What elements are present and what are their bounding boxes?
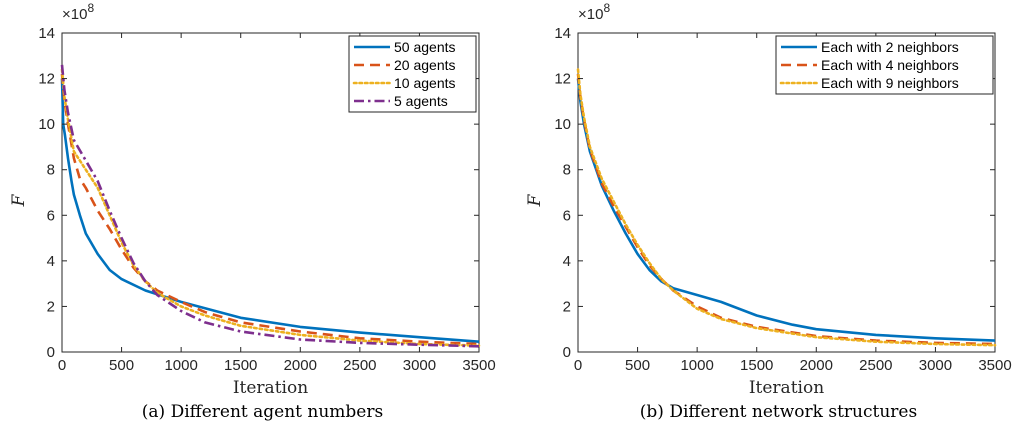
series-line-2 bbox=[60, 73, 480, 346]
x-tick-label: 0 bbox=[574, 357, 582, 374]
y-tick-label: 12 bbox=[38, 71, 55, 88]
legend-label-2: Each with 4 neighbors bbox=[821, 57, 959, 73]
x-tick-label: 500 bbox=[109, 357, 134, 374]
series-line-3 bbox=[60, 68, 481, 347]
x-tick-label: 3000 bbox=[919, 357, 952, 374]
chart-panel-b: 0 500 1000 1500 2000 2500 3000 3500 0 2 4 6 8 10 12 14 ×… bbox=[525, 1, 1012, 422]
series-line-4 bbox=[60, 64, 480, 348]
y-axis-label: F bbox=[525, 193, 545, 207]
series-line-1 bbox=[576, 78, 996, 342]
x-tick-label: 3500 bbox=[462, 357, 495, 374]
y-axis-label: F bbox=[9, 193, 29, 207]
legend: 50 agents 20 agents 10 agents 5 agents bbox=[348, 35, 477, 113]
x-tick-label: 1500 bbox=[224, 357, 257, 374]
legend-box bbox=[775, 35, 994, 95]
y-tick-label: 4 bbox=[47, 253, 55, 270]
chart-panel-a: 0 500 1000 1500 2000 2500 3000 3500 0 2 4 6 8 10 12 14 ×… bbox=[9, 1, 496, 422]
y-tick-label: 6 bbox=[563, 207, 571, 224]
chart-caption: (b) Different network structures bbox=[640, 402, 917, 422]
y-tick-label: 2 bbox=[47, 298, 55, 315]
x-tick-label: 3500 bbox=[978, 357, 1011, 374]
y-tick-label: 12 bbox=[554, 71, 571, 88]
y-exponent-base: ×10 bbox=[578, 6, 603, 23]
x-axis-label: Iteration bbox=[233, 378, 308, 398]
y-exponent-label: ×108 bbox=[578, 1, 610, 23]
y-tick-label: 14 bbox=[554, 25, 571, 42]
x-tick-label: 0 bbox=[58, 357, 66, 374]
y-tick-label: 8 bbox=[47, 162, 55, 179]
x-tick-label: 3000 bbox=[403, 357, 436, 374]
legend-label-4: 5 agents bbox=[394, 93, 448, 109]
y-tick-label: 4 bbox=[563, 253, 571, 270]
y-tick-label: 0 bbox=[563, 344, 571, 361]
x-tick-label: 1500 bbox=[740, 357, 773, 374]
y-tick-label: 10 bbox=[554, 116, 571, 133]
legend-label-1: 50 agents bbox=[394, 39, 456, 55]
x-tick-label: 500 bbox=[625, 357, 650, 374]
x-axis-label: Iteration bbox=[749, 378, 824, 398]
y-tick-label: 6 bbox=[47, 207, 55, 224]
chart-caption: (a) Different agent numbers bbox=[142, 402, 383, 422]
y-exponent-power: 8 bbox=[603, 1, 610, 15]
legend-label-1: Each with 2 neighbors bbox=[821, 39, 959, 55]
y-tick-label: 0 bbox=[47, 344, 55, 361]
x-tick-label: 1000 bbox=[680, 357, 713, 374]
y-tick-label: 2 bbox=[563, 298, 571, 315]
x-tick-label: 2500 bbox=[343, 357, 376, 374]
y-exponent-base: ×10 bbox=[62, 6, 87, 23]
y-tick-label: 14 bbox=[38, 25, 55, 42]
legend-label-3: 10 agents bbox=[394, 75, 456, 91]
legend-label-2: 20 agents bbox=[394, 57, 456, 73]
y-exponent-power: 8 bbox=[87, 1, 94, 15]
legend-box bbox=[348, 35, 477, 113]
legend-label-3: Each with 9 neighbors bbox=[821, 75, 959, 91]
x-tick-label: 2000 bbox=[800, 357, 833, 374]
y-exponent-label: ×108 bbox=[62, 1, 94, 23]
y-tick-label: 10 bbox=[38, 116, 55, 133]
x-tick-label: 2000 bbox=[284, 357, 317, 374]
legend: Each with 2 neighbors Each with 4 neighbo… bbox=[775, 35, 994, 95]
series-line-1 bbox=[60, 78, 480, 343]
x-tick-label: 2500 bbox=[859, 357, 892, 374]
x-tick-label: 1000 bbox=[164, 357, 197, 374]
series-line-3 bbox=[576, 68, 997, 347]
y-tick-label: 8 bbox=[563, 162, 571, 179]
